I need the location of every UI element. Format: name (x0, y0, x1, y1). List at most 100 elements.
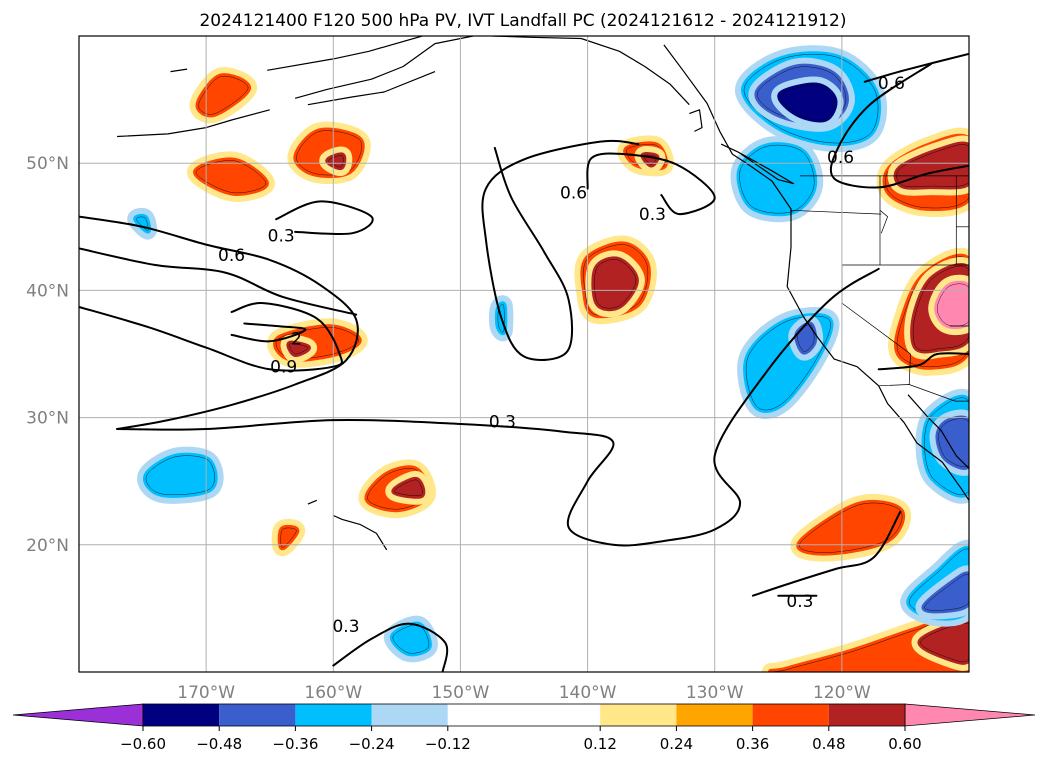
pv-anomaly-outline (938, 418, 969, 468)
colorbar-bin (828, 704, 905, 726)
contour-label: 0.6 (218, 246, 245, 266)
longitude-tick-labels: 170°W 160°W 150°W 140°W 130°W 120°W (177, 683, 871, 703)
colorbar-bin (143, 704, 220, 726)
state-border (879, 210, 889, 234)
pv-anomaly-outline (745, 315, 831, 411)
pv-anomaly-outline (145, 455, 215, 496)
coastline (307, 499, 318, 505)
colorbar-tick-label: 0.36 (736, 735, 769, 753)
ivt-contour-line (481, 139, 640, 361)
pv-anomaly-outline (296, 130, 362, 176)
colorbar-bin (447, 704, 601, 726)
latitude-tick-label: 40°N (26, 281, 69, 301)
ivt-contour-line (79, 302, 343, 372)
longitude-tick-label: 130°W (686, 683, 744, 703)
pv-anomaly-outline (924, 574, 969, 611)
latitude-tick-label: 20°N (26, 536, 69, 556)
ivt-contour-line (586, 152, 716, 216)
pv-anomaly-outline (799, 502, 903, 553)
pv-anomaly-outline (626, 144, 666, 168)
ivt-contour-line (79, 215, 359, 430)
longitude-tick-label: 170°W (177, 683, 235, 703)
colorbar-bin (600, 704, 677, 726)
coastline (333, 514, 388, 551)
colorbar-tick-label: −0.48 (196, 735, 242, 753)
colorbar-bin (295, 704, 372, 726)
contour-label: 2 (291, 330, 302, 350)
colorbar-tick-label: 0.60 (888, 735, 921, 753)
coastline (492, 36, 690, 106)
pv-anomaly-outline (392, 624, 430, 654)
ivt-contour-line (275, 200, 374, 236)
graticule-layer (79, 36, 969, 672)
colorbar-tick-label: 0.48 (812, 735, 845, 753)
contour-label: 0.3 (489, 412, 516, 432)
colorbar-bin (219, 704, 296, 726)
ivt-contour-line (230, 322, 307, 343)
pv-anomaly-outline (936, 283, 969, 327)
longitude-tick-label: 120°W (813, 683, 871, 703)
pv-anomaly-outline (896, 144, 969, 187)
colorbar-tick-label: 0.12 (583, 735, 616, 753)
coastline (663, 44, 969, 501)
pv-anomaly-outline (743, 54, 879, 144)
latitude-tick-labels: 50°N 40°N 30°N 20°N (26, 154, 69, 556)
map-frame (78, 35, 970, 673)
coastline (907, 394, 969, 469)
ivt-contour-layer (79, 52, 969, 672)
longitude-tick-label: 140°W (559, 683, 617, 703)
contour-label: 0.3 (786, 592, 813, 612)
state-border (790, 209, 882, 215)
ivt-contour-line (863, 52, 969, 83)
longitude-tick-label: 160°W (304, 683, 362, 703)
ivt-contour-line (332, 622, 449, 672)
pv-anomaly-outline (289, 343, 309, 355)
contour-label: 0.6 (827, 148, 854, 168)
pv-anomaly-outline (924, 397, 969, 496)
contour-label: 0.3 (268, 227, 295, 247)
contour-label-layer: 0.6 0.6 0.6 0.3 0.3 0.6 2 0.9 0.3 0.3 0.3 (218, 74, 905, 637)
colorbar-frame (142, 703, 906, 727)
map-plot-area: 0.6 0.6 0.6 0.3 0.3 0.6 2 0.9 0.3 0.3 0.3 (78, 35, 970, 673)
pv-anomaly-outline (770, 614, 969, 672)
colorbar-bin (676, 704, 753, 726)
contour-label: 0.6 (878, 74, 905, 94)
colorbar-tick-label: −0.36 (272, 735, 318, 753)
contour-label: 0.3 (332, 617, 359, 637)
figure-title: 2024121400 F120 500 hPa PV, IVT Landfall… (199, 11, 846, 31)
colorbar-tick-label: −0.60 (120, 735, 166, 753)
pv-anomaly-region (935, 415, 969, 470)
pv-anomaly-outline (739, 144, 815, 214)
colorbar: −0.60 −0.48 −0.36 −0.24 −0.12 0.12 0.24 0.36 0.4… (12, 703, 1036, 753)
contour-label: 0.6 (560, 183, 587, 203)
pv-anomaly-outline (594, 259, 637, 309)
ivt-contour-line (829, 63, 969, 189)
contour-label: 0.9 (270, 358, 297, 378)
coastline (267, 36, 423, 71)
pv-anomaly-outline (394, 479, 423, 497)
latitude-tick-label: 50°N (26, 154, 69, 174)
coastline (170, 68, 188, 73)
pv-anomaly-region (325, 152, 347, 171)
colorbar-bin (371, 704, 448, 726)
pv-anomaly-outline (780, 85, 835, 120)
contour-label: 0.3 (639, 205, 666, 225)
colorbar-tick-label: −0.24 (349, 735, 395, 753)
coastline (307, 71, 436, 106)
ivt-contour-line (116, 267, 880, 547)
coastline (689, 109, 703, 132)
colorbar-bin (752, 704, 829, 726)
pv-anomaly-outline (198, 75, 249, 115)
pv-anomaly-outline (796, 324, 815, 352)
state-border (878, 384, 969, 402)
colorbar-under-extension (12, 703, 144, 727)
colorbar-tick-label: −0.12 (425, 735, 471, 753)
pv-anomaly-outline (280, 527, 297, 548)
ivt-contour-line (751, 510, 902, 597)
longitude-tick-label: 150°W (432, 683, 490, 703)
ivt-contour-line (79, 247, 358, 316)
colorbar-tick-label: 0.24 (660, 735, 693, 753)
ivt-contour-line (877, 352, 969, 371)
pv-anomaly-outline (195, 160, 267, 194)
pv-anomaly-outline (643, 154, 657, 165)
